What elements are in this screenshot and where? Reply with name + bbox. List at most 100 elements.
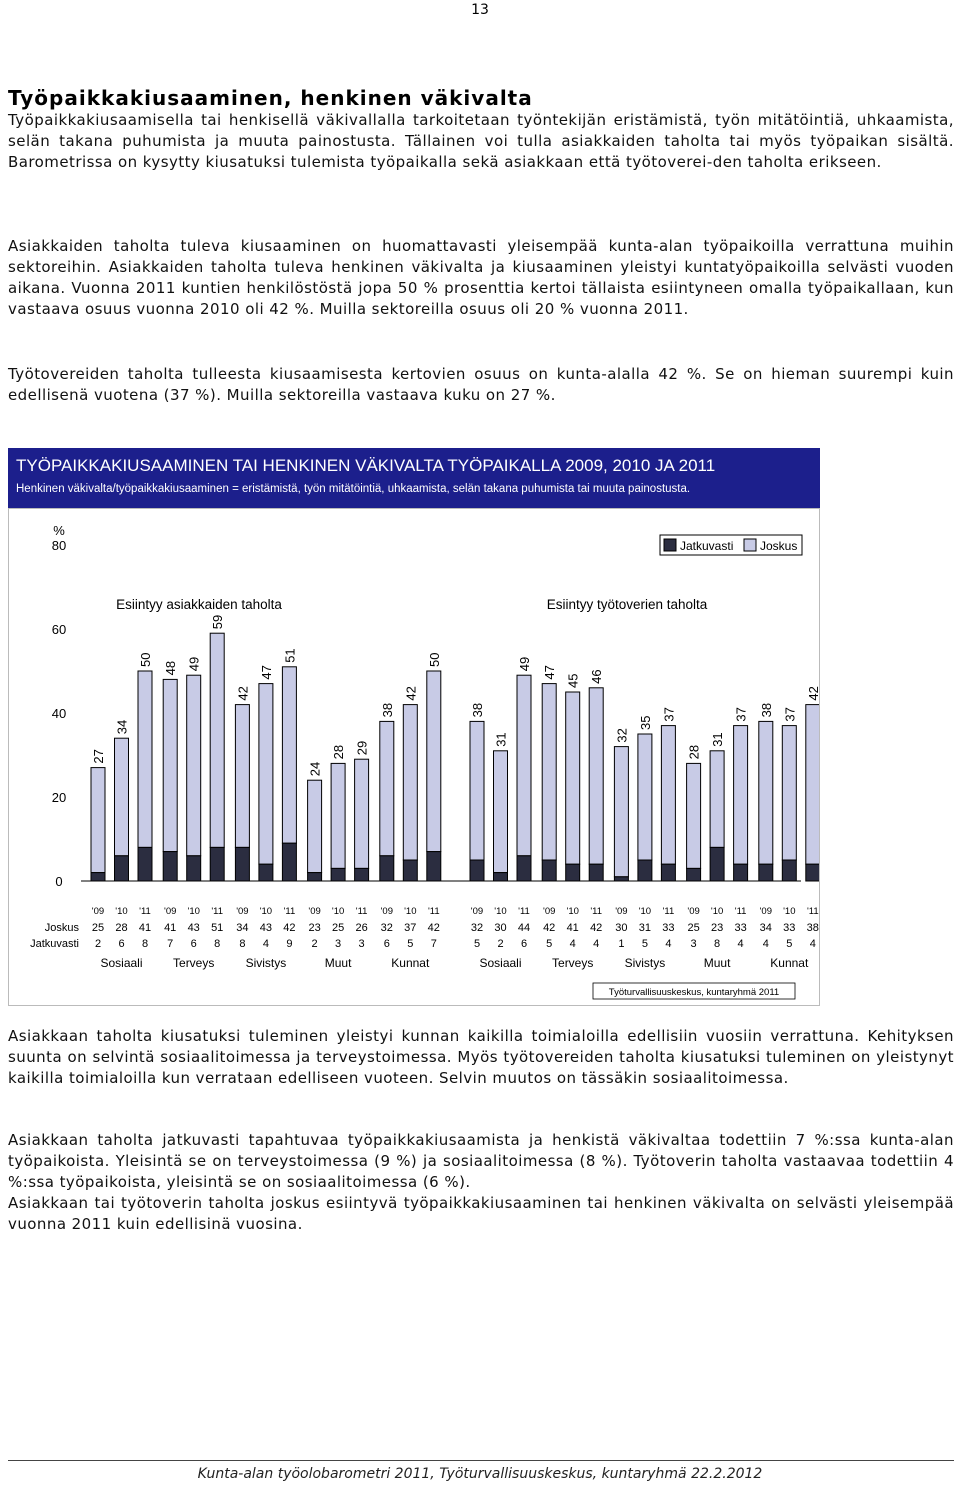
year-tick-label: '09: [236, 906, 248, 917]
year-tick-label: '10: [567, 906, 579, 917]
bar-total-label: 38: [759, 703, 774, 717]
table-value-jatkuvasti: 1: [618, 938, 624, 950]
bar-total-label: 42: [235, 686, 250, 700]
table-value-joskus: 31: [639, 922, 651, 934]
bar-total-label: 49: [517, 657, 532, 671]
bar-jatkuvasti: [281, 842, 297, 882]
bar-joskus: [516, 674, 532, 857]
table-value-joskus: 30: [494, 922, 506, 934]
table-value-joskus: 33: [734, 922, 746, 934]
bar-total-label: 47: [259, 665, 274, 679]
table-value-joskus: 23: [308, 922, 320, 934]
category-label: Sivistys: [625, 956, 666, 970]
year-tick-label: '09: [381, 906, 393, 917]
bar-joskus: [162, 678, 178, 853]
table-value-joskus: 42: [283, 922, 295, 934]
bar-total-label: 38: [470, 703, 485, 717]
summary-paragraph-2: Asiakkaan taholta jatkuvasti tapahtuvaa …: [8, 1131, 954, 1191]
table-value-jatkuvasti: 4: [810, 938, 816, 950]
bar-total-label: 32: [614, 728, 629, 742]
bar-jatkuvasti: [709, 846, 725, 882]
bar-joskus: [781, 725, 797, 861]
bar-joskus: [307, 779, 323, 874]
bar-jatkuvasti: [234, 846, 250, 882]
bar-joskus: [469, 720, 485, 861]
year-tick-label: '11: [284, 906, 296, 917]
table-value-jatkuvasti: 3: [691, 938, 697, 950]
year-tick-label: '09: [687, 906, 699, 917]
bar-jatkuvasti: [402, 859, 418, 882]
bar-total-label: 31: [710, 732, 725, 746]
bar-joskus: [637, 733, 653, 861]
table-value-jatkuvasti: 6: [384, 938, 390, 950]
table-value-jatkuvasti: 6: [118, 938, 124, 950]
table-value-joskus: 38: [807, 922, 819, 934]
bar-joskus: [733, 725, 749, 865]
bar-joskus: [330, 762, 346, 869]
year-tick-label: '10: [639, 906, 651, 917]
bar-total-label: 46: [589, 669, 604, 683]
table-value-jatkuvasti: 4: [570, 938, 576, 950]
bar-jatkuvasti: [588, 863, 604, 882]
year-tick-label: '10: [188, 906, 200, 917]
bar-joskus: [354, 758, 370, 869]
bar-joskus: [402, 704, 418, 861]
bar-joskus: [137, 670, 153, 848]
year-tick-label: '09: [308, 906, 320, 917]
bar-total-label: 49: [187, 657, 202, 671]
y-tick-label: 80: [52, 538, 66, 553]
bar-joskus: [805, 704, 821, 865]
bar-total-label: 51: [282, 648, 297, 662]
category-label: Kunnat: [391, 956, 430, 970]
source-box: [592, 982, 796, 1000]
page-footer: Kunta-alan työolobarometri 2011, Työturv…: [197, 1466, 763, 1482]
bar-jatkuvasti: [805, 863, 821, 882]
y-tick-label: 60: [52, 622, 66, 637]
year-tick-label: '11: [356, 906, 368, 917]
table-value-jatkuvasti: 4: [763, 938, 769, 950]
coworker-bullying-paragraph: Työtovereiden taholta tulleesta kiusaami…: [8, 365, 954, 404]
bar-total-label: 34: [115, 720, 130, 734]
bar-jatkuvasti: [733, 863, 749, 882]
table-value-jatkuvasti: 2: [497, 938, 503, 950]
bar-total-label: 37: [734, 707, 749, 721]
table-value-joskus: 41: [164, 922, 176, 934]
bar-joskus: [758, 720, 774, 865]
y-tick-label: 0: [55, 874, 62, 889]
bar-jatkuvasti: [307, 872, 323, 882]
bar-jatkuvasti: [758, 863, 774, 882]
chart-title: TYÖPAIKKAKIUSAAMINEN TAI HENKINEN VÄKIVA…: [16, 456, 716, 475]
table-value-jatkuvasti: 3: [335, 938, 341, 950]
bar-jatkuvasti: [114, 855, 129, 882]
bar-total-label: 35: [638, 716, 653, 730]
bullying-bar-chart: 0 20 40 60 80% Jatkuvasti Joskus Esiintyy asiak…: [30, 523, 821, 1000]
bar-joskus: [258, 683, 274, 865]
table-value-jatkuvasti: 8: [239, 938, 245, 950]
bar-joskus: [588, 687, 604, 865]
bar-jatkuvasti: [516, 855, 532, 882]
summary-paragraph-1: Asiakkaan taholta kiusatuksi tuleminen y…: [8, 1027, 954, 1087]
category-label: Kunnat: [770, 956, 809, 970]
table-value-jatkuvasti: 8: [214, 938, 220, 950]
year-tick-label: '11: [663, 906, 675, 917]
year-tick-label: '10: [115, 906, 127, 917]
table-value-jatkuvasti: 9: [286, 938, 292, 950]
table-value-jatkuvasti: 4: [738, 938, 744, 950]
table-value-joskus: 30: [615, 922, 627, 934]
bar-total-label: 27: [91, 749, 106, 763]
category-label: Sosiaali: [100, 956, 142, 970]
bar-jatkuvasti: [354, 867, 370, 882]
bar-joskus: [565, 691, 581, 865]
bar-joskus: [686, 762, 702, 869]
table-value-jatkuvasti: 4: [665, 938, 671, 950]
table-value-jatkuvasti: 5: [407, 938, 413, 950]
legend-box: [659, 534, 803, 556]
bar-joskus: [709, 750, 725, 848]
year-tick-label: '10: [711, 906, 723, 917]
bar-jatkuvasti: [162, 851, 178, 882]
year-tick-label: '11: [211, 906, 223, 917]
table-value-joskus: 33: [783, 922, 795, 934]
table-value-joskus: 25: [687, 922, 699, 934]
bar-jatkuvasti: [258, 863, 274, 882]
bar-joskus: [281, 666, 297, 844]
